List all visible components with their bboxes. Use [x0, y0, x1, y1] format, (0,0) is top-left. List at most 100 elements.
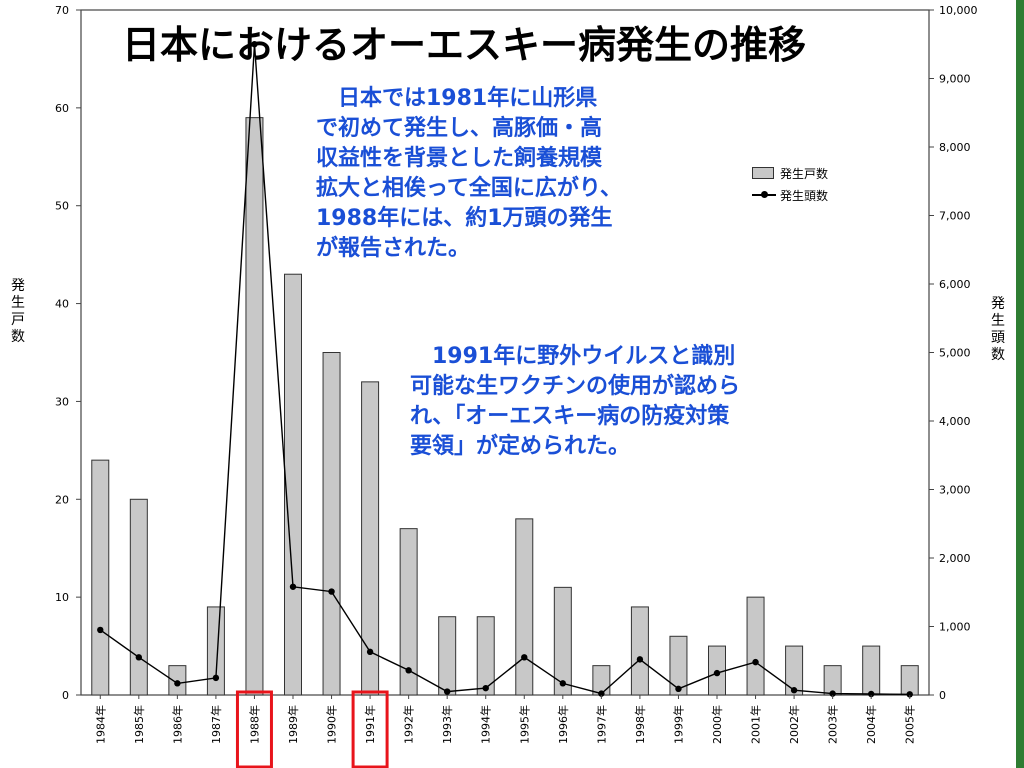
legend-line-label: 発生頭数 — [780, 188, 829, 203]
line-point — [713, 669, 721, 677]
x-tick-label: 1992年 — [402, 705, 416, 744]
x-tick-label: 1996年 — [556, 705, 570, 744]
legend-bar-label: 発生戸数 — [780, 166, 829, 181]
y-axis-right-title-char: 発 — [991, 296, 1005, 312]
line-point — [636, 656, 644, 663]
line-point — [97, 626, 104, 634]
y-left-tick-label: 10 — [55, 591, 69, 604]
y-left-tick-label: 70 — [55, 4, 69, 17]
annotation-line: が報告された。 — [316, 236, 471, 261]
bar — [129, 498, 148, 696]
line-point — [443, 688, 451, 695]
y-axis-left-title: 発 生 戸 数 — [10, 278, 26, 346]
legend-item-line: 発生頭数 — [752, 184, 829, 206]
line-point — [829, 690, 836, 697]
annotation-line: 可能な生ワクチンの使用が認めら — [410, 374, 741, 399]
annotation-line: 1988年には、約1万頭の発生 — [316, 206, 613, 231]
y-left-tick-label: 30 — [55, 395, 69, 408]
x-tick-label: 1984年 — [93, 705, 107, 744]
y-right-tick-label: 5,000 — [939, 347, 971, 360]
y-left-tick-label: 50 — [55, 200, 69, 213]
highlight-box — [351, 690, 389, 768]
y-right-tick-label: 2,000 — [939, 552, 971, 565]
bar — [862, 645, 881, 696]
bar — [900, 665, 919, 696]
line-point — [135, 654, 143, 661]
y-right-tick-label: 1,000 — [939, 621, 971, 634]
line-point — [251, 41, 258, 48]
bar — [284, 273, 302, 696]
annotation-line: 要領」が定められた。 — [410, 434, 631, 459]
bar — [91, 459, 110, 696]
annotation-line: 拡大と相俟って全国に広がり、 — [316, 176, 623, 201]
line-point — [598, 690, 605, 697]
y-right-tick-label: 10,000 — [939, 4, 978, 17]
line-point — [212, 674, 220, 682]
y-axis-right-title-char: 頭 — [991, 330, 1005, 346]
line-point — [867, 690, 875, 698]
y-axis-right-title-char: 数 — [991, 347, 1005, 363]
bar — [245, 117, 264, 696]
line-point — [289, 583, 297, 590]
x-tick-label: 2001年 — [749, 705, 763, 744]
bar — [438, 616, 457, 696]
highlight-box — [235, 690, 273, 768]
x-tick-label: 1993年 — [440, 705, 454, 744]
line-point — [366, 648, 374, 656]
y-right-tick-label: 6,000 — [939, 278, 971, 291]
slide-edge-bar — [1016, 0, 1024, 768]
line-point — [559, 680, 567, 687]
line-point — [521, 654, 528, 661]
bar — [322, 352, 341, 696]
y-right-tick-label: 8,000 — [939, 141, 971, 154]
annotation-line: で初めて発生し、高豚価・高 — [316, 116, 603, 141]
annotation-line: 日本では1981年に山形県 — [316, 86, 598, 111]
line-point — [482, 684, 489, 692]
line-point — [328, 588, 335, 595]
y-left-tick-label: 60 — [55, 102, 69, 115]
x-tick-label: 2002年 — [787, 705, 801, 744]
x-tick-label: 2004年 — [864, 705, 878, 744]
chart-legend: 発生戸数 発生頭数 — [752, 162, 829, 206]
line-point — [752, 658, 759, 666]
line-point — [675, 685, 682, 693]
y-right-tick-label: 7,000 — [939, 210, 971, 223]
x-tick-label: 1986年 — [170, 705, 184, 744]
x-tick-label: 1989年 — [286, 705, 300, 744]
bar — [515, 518, 534, 696]
bar — [361, 381, 380, 696]
y-left-tick-label: 40 — [55, 298, 69, 311]
annotation-line: 1991年に野外ウイルスと識別 — [410, 344, 736, 369]
x-tick-label: 1994年 — [479, 705, 493, 744]
line-point — [790, 687, 798, 694]
x-tick-label: 2005年 — [903, 705, 917, 744]
line-point — [174, 680, 181, 687]
x-tick-label: 1985年 — [132, 705, 146, 744]
annotation-line: 収益性を背景とした飼養規模 — [316, 146, 603, 171]
y-left-tick-label: 20 — [55, 493, 69, 506]
legend-line-swatch — [752, 189, 776, 201]
x-tick-label: 1999年 — [671, 705, 685, 744]
legend-item-bar: 発生戸数 — [752, 162, 829, 184]
y-axis-right-title: 発 生 頭 数 — [990, 296, 1006, 364]
y-axis-left-title-char: 数 — [11, 329, 25, 345]
series-line — [99, 44, 910, 695]
y-right-tick-label: 0 — [939, 689, 946, 702]
annotation-1981-1988: 日本では1981年に山形県 で初めて発生し、高豚価・高 収益性を背景とした飼養規… — [316, 84, 746, 264]
annotation-line: れ、「オーエスキー病の防疫対策 — [410, 404, 730, 429]
y-right-tick-label: 3,000 — [939, 484, 971, 497]
bar — [630, 606, 649, 696]
y-axis-left-title-char: 戸 — [11, 312, 25, 328]
x-tick-label: 1987年 — [209, 705, 223, 744]
x-tick-label: 1997年 — [594, 705, 608, 744]
y-axis-left-title-char: 生 — [11, 295, 25, 311]
line-point — [906, 691, 913, 698]
bar — [206, 606, 225, 696]
x-tick-label: 1991年 — [363, 705, 377, 744]
y-left-tick-label: 0 — [62, 689, 69, 702]
legend-bar-swatch — [752, 167, 774, 179]
annotation-1991: 1991年に野外ウイルスと識別 可能な生ワクチンの使用が認めら れ、「オーエスキ… — [410, 342, 910, 462]
line-point — [405, 667, 412, 674]
